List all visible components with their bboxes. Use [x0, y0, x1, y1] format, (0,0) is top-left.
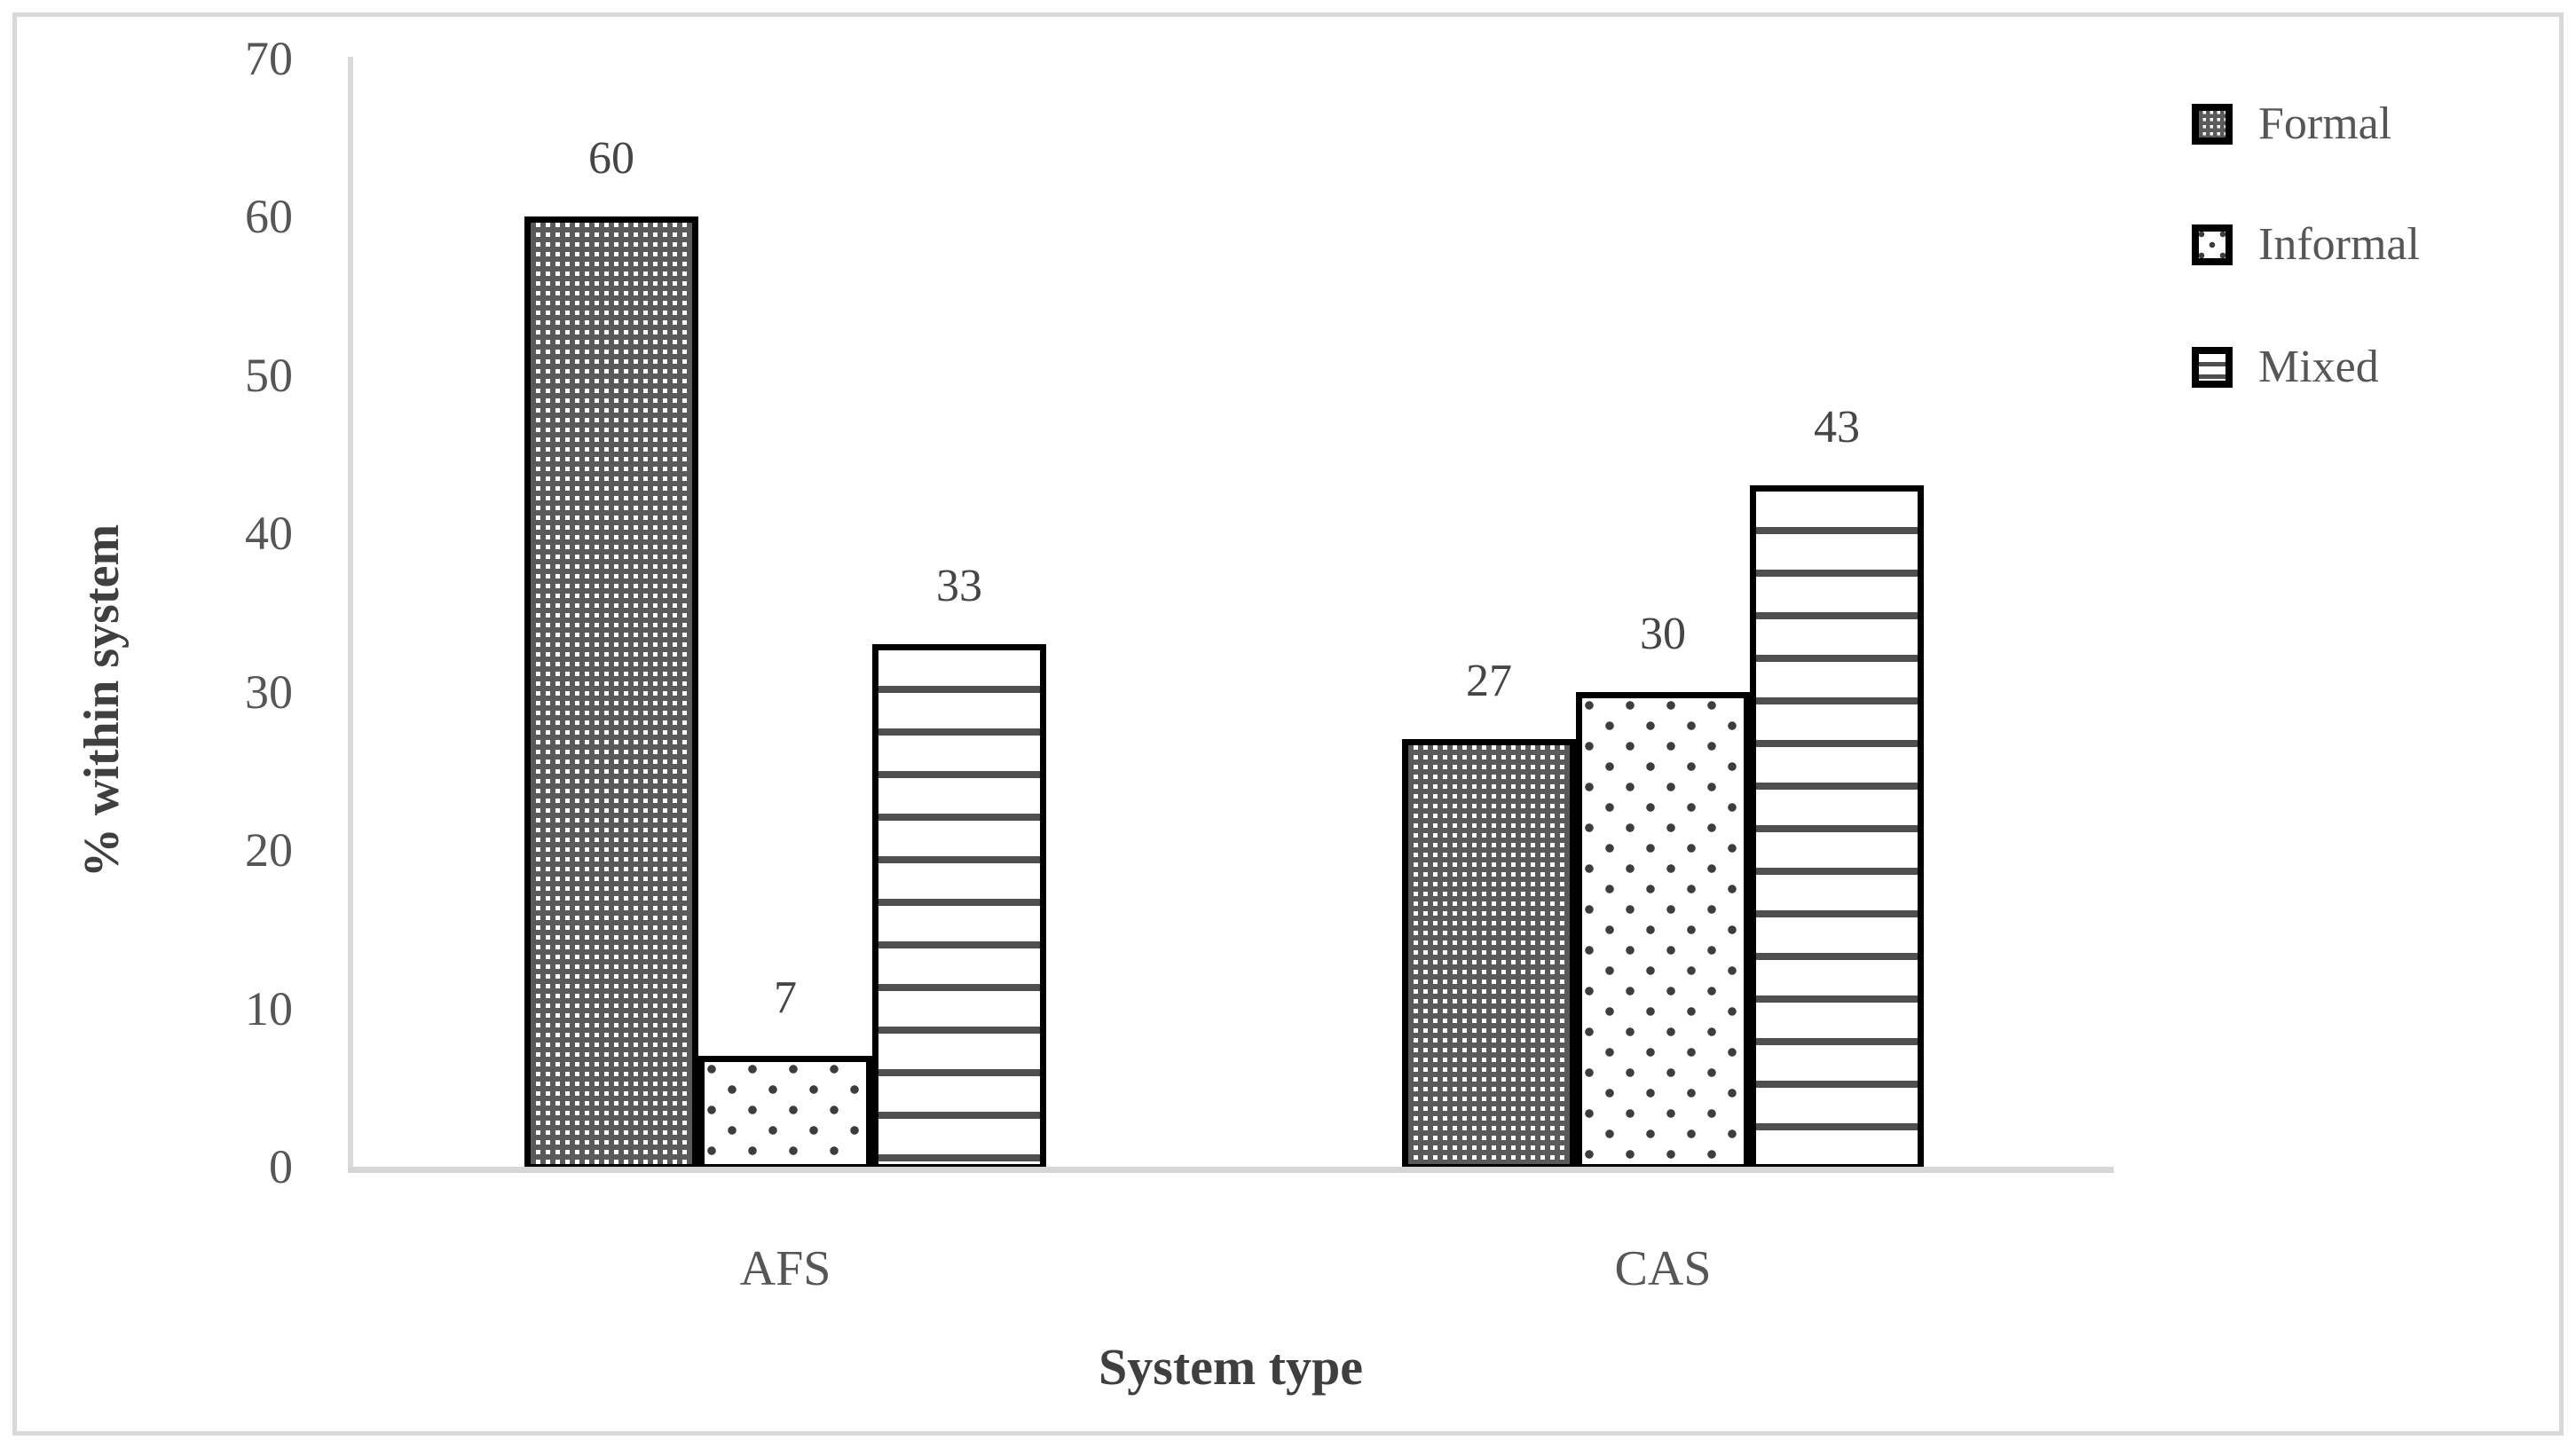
y-tick-label-40: 40: [245, 507, 293, 560]
y-tick-label-60: 60: [245, 190, 293, 243]
figure-frame: [12, 12, 2564, 1436]
bar-value-label-cas-formal: 27: [1466, 656, 1512, 707]
y-tick-label-50: 50: [245, 348, 293, 402]
bar-afs-informal: [698, 1056, 872, 1170]
bar-value-label-afs-mixed: 33: [936, 560, 982, 611]
bar-value-label-cas-informal: 30: [1640, 608, 1686, 659]
bar-afs-formal: [524, 216, 698, 1170]
legend-swatch-formal: [2192, 104, 2233, 145]
legend-swatch-mixed: [2192, 347, 2233, 388]
legend-swatch-informal: [2192, 224, 2233, 265]
legend-label-formal: Formal: [2258, 98, 2392, 149]
bar-cas-formal: [1402, 739, 1576, 1170]
y-tick-label-20: 20: [245, 823, 293, 877]
bar-cas-informal: [1576, 691, 1750, 1170]
legend-label-mixed: Mixed: [2258, 342, 2379, 392]
bar-cas-mixed: [1750, 485, 1924, 1170]
y-tick-label-10: 10: [245, 981, 293, 1035]
category-label-cas: CAS: [1614, 1241, 1712, 1296]
bar-value-label-afs-formal: 60: [588, 133, 634, 184]
y-tick-label-70: 70: [245, 31, 293, 85]
y-axis-line: [348, 57, 353, 1173]
category-label-afs: AFS: [739, 1241, 831, 1296]
x-axis-line: [348, 1167, 2114, 1173]
bar-value-label-afs-informal: 7: [774, 972, 797, 1024]
bar-value-label-cas-mixed: 43: [1814, 402, 1860, 453]
bar-afs-mixed: [872, 643, 1046, 1170]
y-tick-label-0: 0: [269, 1140, 293, 1193]
legend-label-informal: Informal: [2258, 219, 2420, 270]
y-tick-label-30: 30: [245, 665, 293, 719]
x-axis-title: System type: [1098, 1338, 1363, 1396]
